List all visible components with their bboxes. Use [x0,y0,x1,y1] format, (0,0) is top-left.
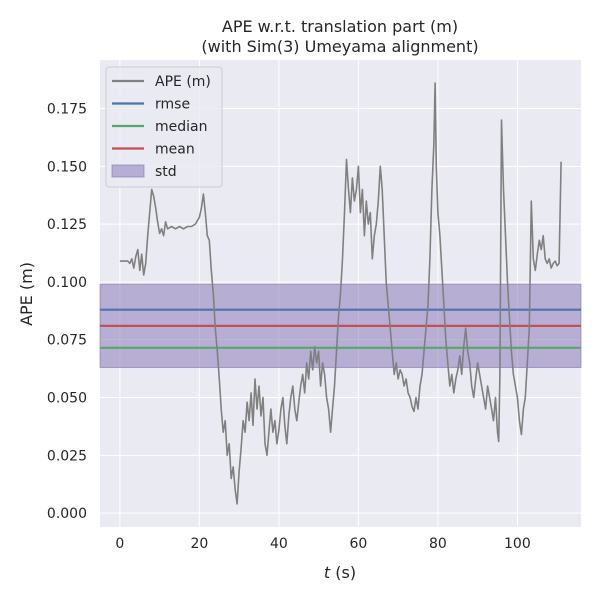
y-axis-label: APE (m) [17,262,36,326]
y-tick-label: 0.050 [47,391,87,407]
x-tick-label: 0 [115,536,124,552]
y-tick-label: 0.125 [47,217,87,233]
x-axis-label-unit: (s) [330,563,356,582]
x-tick-labels: 0 20 40 60 80 100 [115,536,530,552]
ape-series-layer [119,82,562,505]
x-tick-label: 100 [504,536,531,552]
chart-subtitle: (with Sim(3) Umeyama alignment) [201,37,478,56]
x-tick-label: 60 [349,536,367,552]
x-axis-label-var: t [324,563,331,582]
y-tick-label: 0.000 [47,506,87,522]
legend-label: mean [155,142,195,158]
x-axis-label: t (s) [324,563,356,582]
chart-title: APE w.r.t. translation part (m) [222,17,458,36]
legend-swatch-std [111,164,145,178]
y-tick-label: 0.175 [47,102,87,118]
legend-label: median [155,119,207,135]
x-tick-label: 20 [190,536,208,552]
x-tick-label: 40 [270,536,288,552]
legend-box [105,66,223,188]
ape-series-line [119,82,562,505]
y-tick-labels: 0.000 0.025 0.050 0.075 0.100 0.125 0.150 0.175 [47,102,87,523]
y-tick-label: 0.025 [47,448,87,464]
x-tick-label: 80 [429,536,447,552]
y-tick-label: 0.075 [47,333,87,349]
legend-label: APE (m) [155,74,211,90]
legend-label: std [155,164,177,180]
legend-label: rmse [155,97,190,113]
y-tick-label: 0.150 [47,159,87,175]
y-tick-label: 0.100 [47,275,87,291]
legend: APE (m) rmse median mean std [105,66,223,188]
